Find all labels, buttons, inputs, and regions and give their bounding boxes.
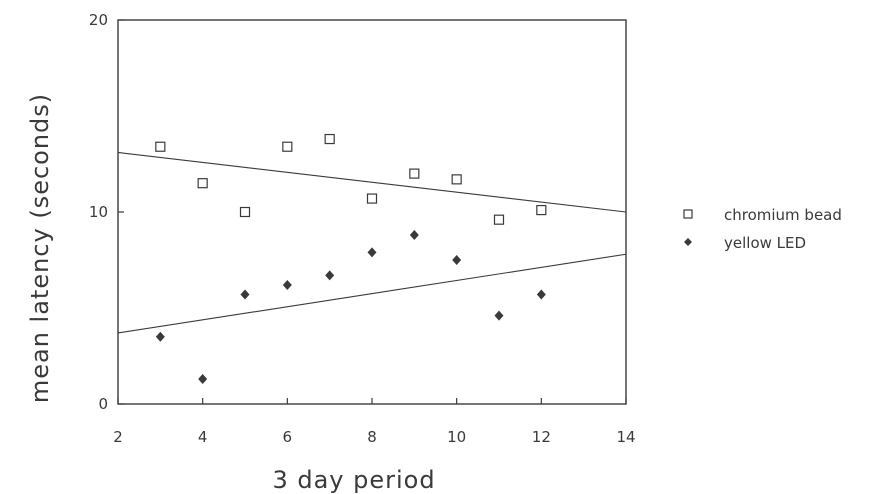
point-yellow-led — [409, 230, 419, 241]
point-chromium-bead — [239, 206, 251, 218]
trend-lines — [117, 151, 627, 334]
point-chromium-bead — [409, 168, 420, 179]
point-yellow-led — [325, 270, 335, 281]
x-tick-label: 8 — [367, 428, 377, 446]
legend-marker-yellow-led — [684, 238, 692, 246]
y-tick-label: 10 — [89, 203, 108, 221]
point-yellow-led — [452, 255, 462, 265]
point-yellow-led — [240, 289, 250, 300]
legend-marker-chromium-bead — [683, 209, 693, 219]
point-chromium-bead — [324, 133, 335, 145]
x-tick-label: 6 — [283, 428, 293, 446]
trend-line-chromium-bead — [117, 151, 627, 213]
point-yellow-led — [367, 247, 377, 258]
point-chromium-bead — [493, 214, 505, 225]
point-chromium-bead — [282, 141, 293, 152]
point-yellow-led — [198, 374, 208, 385]
x-tick-label: 4 — [198, 428, 208, 446]
x-tick-label: 10 — [447, 428, 466, 446]
point-chromium-bead — [451, 174, 462, 185]
point-yellow-led — [494, 310, 504, 321]
point-chromium-bead — [155, 141, 166, 152]
point-chromium-bead — [197, 178, 208, 189]
point-yellow-led — [536, 289, 546, 300]
point-yellow-led — [282, 279, 292, 290]
plot-frame — [117, 19, 627, 405]
legend-label-chromium-bead: chromium bead — [724, 206, 842, 224]
point-chromium-bead — [536, 204, 547, 216]
x-axis-title: 3 day period — [272, 466, 435, 494]
x-tick-label: 12 — [532, 428, 551, 446]
y-tick-label: 0 — [98, 395, 108, 413]
x-tick-label: 14 — [616, 428, 635, 446]
point-chromium-bead — [366, 193, 378, 204]
y-tick-label: 20 — [89, 11, 108, 29]
legend-label-yellow-led: yellow LED — [724, 234, 806, 252]
y-axis: 0 10 20 — [89, 11, 124, 413]
legend: chromium bead yellow LED — [683, 206, 842, 252]
y-axis-title: mean latency (seconds) — [26, 93, 54, 403]
x-tick-label: 2 — [113, 428, 123, 446]
trend-line-yellow-led — [117, 253, 627, 334]
x-axis: 2 4 6 8 10 12 14 — [113, 398, 636, 446]
point-yellow-led — [155, 331, 165, 342]
data-points — [155, 133, 547, 385]
